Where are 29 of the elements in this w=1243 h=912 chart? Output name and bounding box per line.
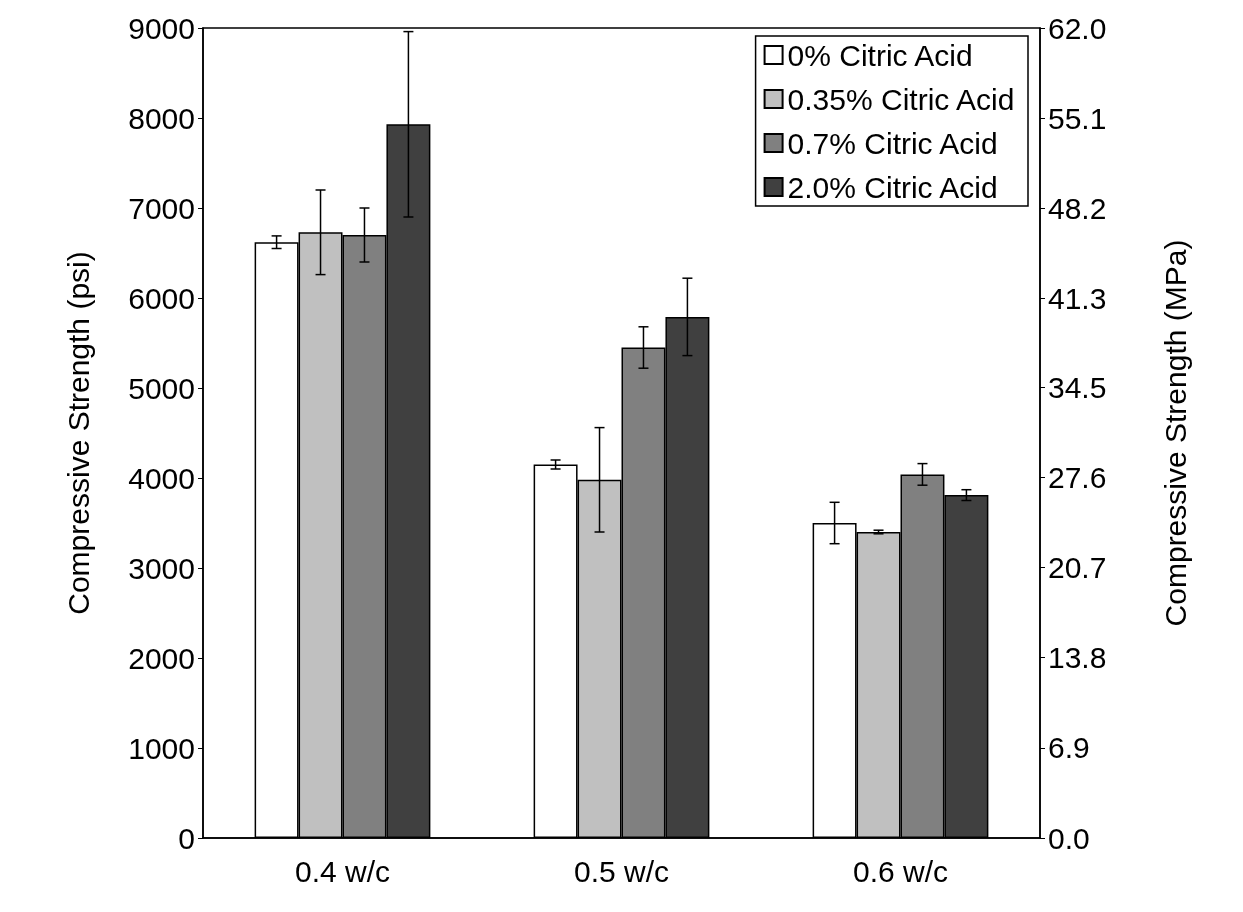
y-tick-label: 4000 <box>128 461 195 495</box>
y-tick-label: 2000 <box>128 641 195 675</box>
y-tick-label: 7000 <box>128 191 195 225</box>
y2-tick-label: 27.6 <box>1048 460 1107 494</box>
y-tick-label: 1000 <box>128 731 195 765</box>
y-tick-label: 8000 <box>128 101 195 135</box>
x-tick-label: 0.5 w/c <box>573 854 670 888</box>
y2-tick-label: 13.8 <box>1048 641 1107 675</box>
y-tick-label: 5000 <box>128 371 195 405</box>
y2-axis-title: Compressive Strength (MPa) <box>1158 239 1192 627</box>
y2-tick-label: 62.0 <box>1048 11 1107 45</box>
y2-tick-label: 55.1 <box>1048 101 1107 135</box>
y-tick-label: 0 <box>178 821 195 855</box>
legend-label: 0.7% Citric Acid <box>787 126 998 160</box>
y-axis-title: Compressive Strength (psi) <box>61 251 95 615</box>
x-tick-label: 0.4 w/c <box>294 854 391 888</box>
y-tick-label: 9000 <box>128 11 195 45</box>
legend-label: 0% Citric Acid <box>787 38 973 72</box>
y-tick-label: 3000 <box>128 551 195 585</box>
x-tick-label: 0.6 w/c <box>852 854 949 888</box>
y2-tick-label: 34.5 <box>1048 370 1107 404</box>
y2-tick-label: 20.7 <box>1048 551 1107 585</box>
y2-tick-label: 6.9 <box>1048 731 1090 765</box>
y-tick-label: 6000 <box>128 281 195 315</box>
y2-tick-label: 41.3 <box>1048 281 1107 315</box>
legend-label: 2.0% Citric Acid <box>787 170 998 204</box>
legend-label: 0.35% Citric Acid <box>787 82 1015 116</box>
y2-tick-label: 48.2 <box>1048 191 1107 225</box>
y2-tick-label: 0.0 <box>1048 821 1090 855</box>
